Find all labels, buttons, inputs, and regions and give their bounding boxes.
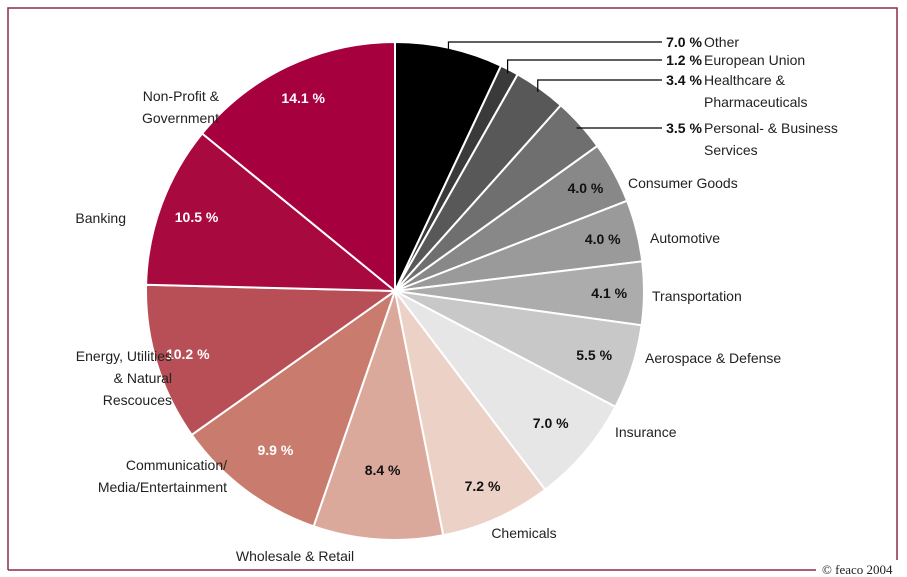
category-label: Chemicals [491,525,557,541]
pie-slice [145,283,399,437]
credit: © feaco 2004 [822,562,893,577]
value-label: 10.2 % [165,346,210,363]
category-label: Insurance [615,424,677,440]
category-label: Transportation [652,288,742,304]
pie-slice [190,288,397,528]
value-label: 4.1 % [591,285,628,302]
pie-slice [145,132,398,293]
value-label: 3.5 % [666,120,702,136]
category-label: European Union [704,52,806,68]
value-label: 1.2 % [666,52,702,68]
leader-line [537,79,662,92]
frame [7,7,898,570]
pie-slice [200,40,396,294]
value-label: 8.4 % [364,461,401,478]
category-label: Aerospace & Defense [645,350,782,366]
category-label: Non-Profit & Government [141,88,219,126]
value-label: 4.0 % [567,179,604,196]
category-label: Energy, Utilities & Natural Rescouces [75,348,172,408]
leader-line [506,59,662,74]
pie-slice [394,40,503,292]
leader-line [576,127,662,129]
value-label: 7.2 % [464,478,501,495]
value-label: 4.0 % [584,231,621,248]
value-label: 7.0 % [532,415,569,432]
value-label: 10.5 % [174,209,219,226]
value-label: 3.4 % [666,72,702,88]
category-label: Automotive [650,230,721,246]
leader-line [447,41,662,52]
pie-slice [394,290,547,537]
value-label: 14.1 % [281,89,325,106]
category-label: Consumer Goods [628,175,738,191]
category-label: Wholesale & Retail [235,548,355,564]
category-label: Personal- & Business Services [704,120,838,158]
category-label: Healthcare & Pharmaceuticals [704,72,808,110]
pie-slice [394,290,617,492]
pie-slice [312,287,445,541]
category-label: Banking [75,210,126,226]
value-label: 7.0 % [666,34,702,50]
category-label: Communication/ Media/Entertainment [97,457,227,495]
category-label: Other [704,34,740,50]
value-label: 9.9 % [257,442,294,459]
value-label: 5.5 % [576,347,613,363]
